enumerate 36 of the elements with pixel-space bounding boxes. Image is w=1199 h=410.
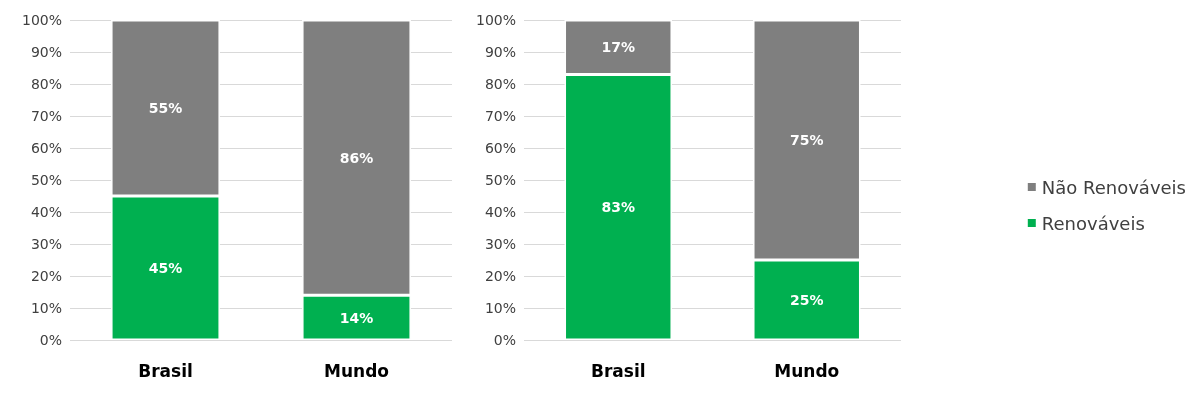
y-tick-label: 70% [484,108,516,124]
y-tick-label: 30% [484,236,516,252]
y-tick-label: 80% [484,76,516,92]
data-label: 14% [339,309,374,326]
y-tick-label: 60% [30,140,62,156]
y-tick-label: 60% [484,140,516,156]
y-tick-label: 90% [30,44,62,60]
y-tick-label: 20% [30,268,62,284]
x-tick-label: Mundo [324,360,389,381]
data-label: 45% [148,260,183,276]
data-label: 75% [789,132,824,148]
data-label: 25% [789,292,824,308]
y-tick-label: 30% [30,236,62,252]
y-tick-label: 80% [30,76,62,92]
y-tick-label: 0% [39,332,62,348]
legend-label: Renováveis [1041,212,1145,234]
data-label: 17% [601,39,636,56]
data-label: 83% [601,199,636,216]
y-tick-label: 100% [475,12,516,28]
y-tick-label: 40% [30,204,62,220]
x-tick-label: Brasil [138,360,193,381]
y-tick-label: 10% [30,300,62,316]
y-tick-label: 50% [30,172,62,188]
x-tick-label: Brasil [590,360,646,381]
legend-label: Não Renováveis [1041,176,1187,198]
y-tick-label: 20% [484,268,516,284]
y-tick-label: 50% [484,172,516,188]
data-label: 86% [339,149,374,166]
y-tick-label: 40% [484,204,516,220]
y-tick-label: 0% [493,332,516,348]
y-tick-label: 70% [30,108,62,124]
y-tick-label: 100% [21,12,62,28]
x-tick-label: Mundo [774,360,840,381]
y-tick-label: 90% [484,44,516,60]
data-label: 55% [148,100,183,116]
y-tick-label: 10% [484,300,516,316]
